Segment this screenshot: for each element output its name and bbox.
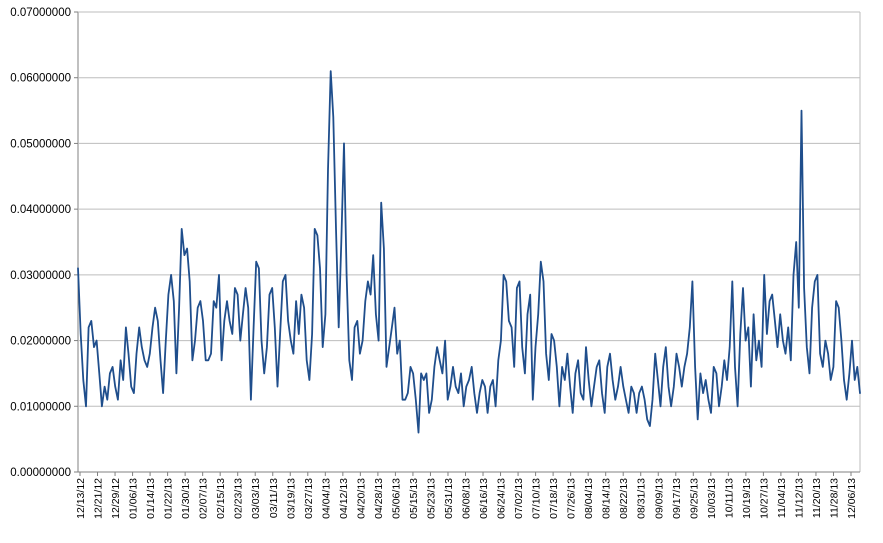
x-tick-label: 04/28/13 <box>373 478 385 519</box>
x-axis-ticks: 12/13/12 12/21/12 12/29/12 01/06/13 01/14/13… <box>75 472 858 519</box>
y-tick-label: 0.00000000 <box>10 467 71 479</box>
x-tick-label: 01/22/13 <box>163 478 175 519</box>
x-tick-label: 08/22/13 <box>618 478 630 519</box>
x-tick-label: 05/31/13 <box>443 478 455 519</box>
x-tick-label: 09/17/13 <box>671 478 683 519</box>
x-tick-label: 12/21/12 <box>93 478 105 519</box>
x-tick-label: 01/06/13 <box>128 478 140 519</box>
x-tick-label: 10/03/13 <box>706 478 718 519</box>
x-tick-label: 01/30/13 <box>180 478 192 519</box>
x-tick-label: 08/31/13 <box>636 478 648 519</box>
x-tick-label: 03/27/13 <box>303 478 315 519</box>
x-tick-label: 11/04/13 <box>776 478 788 518</box>
y-axis-ticks: 0.00000000 0.01000000 0.02000000 0.03000000… <box>10 7 78 479</box>
x-tick-label: 09/25/13 <box>688 478 700 519</box>
x-tick-label: 08/14/13 <box>601 478 613 519</box>
x-tick-label: 10/11/13 <box>723 478 735 518</box>
x-tick-label: 12/13/12 <box>75 478 87 519</box>
x-tick-label: 02/15/13 <box>215 478 227 519</box>
x-tick-label: 01/14/13 <box>145 478 157 519</box>
y-tick-label: 0.01000000 <box>10 401 71 413</box>
x-tick-label: 05/15/13 <box>408 478 420 519</box>
x-tick-label: 07/18/13 <box>548 478 560 519</box>
x-tick-label: 05/06/13 <box>390 478 402 519</box>
x-tick-label: 02/23/13 <box>233 478 245 519</box>
x-tick-label: 12/29/12 <box>110 478 122 519</box>
y-tick-label: 0.04000000 <box>10 204 71 216</box>
x-tick-label: 05/23/13 <box>425 478 437 519</box>
x-tick-label: 10/19/13 <box>741 478 753 519</box>
x-tick-label: 11/12/13 <box>793 478 805 518</box>
x-tick-label: 08/04/13 <box>583 478 595 519</box>
x-tick-label: 10/27/13 <box>758 478 770 519</box>
x-tick-label: 02/07/13 <box>198 478 210 519</box>
gridlines <box>77 11 861 473</box>
x-tick-label: 12/06/13 <box>846 478 858 519</box>
y-tick-label: 0.02000000 <box>10 336 71 348</box>
x-tick-label: 03/03/13 <box>250 478 262 519</box>
x-tick-label: 09/09/13 <box>653 478 665 519</box>
x-tick-label: 11/28/13 <box>828 478 840 518</box>
series-line <box>77 70 861 434</box>
x-tick-label: 04/04/13 <box>320 478 332 519</box>
x-tick-label: 06/16/13 <box>478 478 490 519</box>
x-tick-label: 11/20/13 <box>811 478 823 518</box>
x-tick-label: 07/10/13 <box>531 478 543 519</box>
y-tick-label: 0.06000000 <box>10 73 71 85</box>
series-line-layer <box>77 70 861 434</box>
x-tick-label: 03/19/13 <box>285 478 297 519</box>
y-tick-label: 0.03000000 <box>10 270 71 282</box>
x-tick-label: 04/12/13 <box>338 478 350 519</box>
x-tick-label: 07/26/13 <box>566 478 578 519</box>
y-tick-label: 0.07000000 <box>10 7 71 19</box>
y-tick-label: 0.05000000 <box>10 138 71 150</box>
x-tick-label: 04/20/13 <box>355 478 367 519</box>
x-tick-label: 07/02/13 <box>513 478 525 519</box>
x-tick-label: 06/24/13 <box>496 478 508 519</box>
x-tick-label: 03/11/13 <box>268 478 280 518</box>
x-tick-label: 06/08/13 <box>461 478 473 519</box>
